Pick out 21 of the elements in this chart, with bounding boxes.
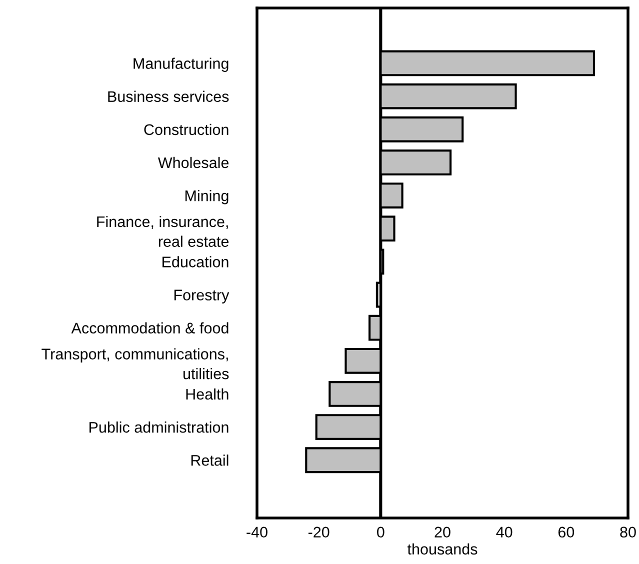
x-tick-label: -40	[246, 526, 268, 538]
y-tick-label: Transport, communications, utilities	[42, 348, 229, 380]
x-tick-label: -20	[308, 526, 330, 538]
y-tick-label: Education	[162, 256, 228, 268]
y-tick-label: Accommodation & food	[71, 322, 228, 334]
x-tick-label: 80	[620, 526, 636, 538]
y-tick-label: Wholesale	[158, 156, 229, 168]
y-tick-label: Business services	[108, 90, 229, 102]
x-tick-label: 0	[377, 526, 384, 538]
x-tick-label: 60	[558, 526, 574, 538]
y-tick-label: Health	[186, 388, 228, 400]
y-tick-label: Manufacturing	[134, 58, 228, 72]
x-tick-label: 20	[434, 526, 450, 538]
y-tick-label: Public administration	[90, 422, 228, 433]
y-tick-label: Finance, insurance, real estate	[97, 216, 229, 247]
x-axis-title: thousands	[407, 543, 478, 555]
y-tick-label: Construction	[144, 124, 228, 136]
x-tick-label: 40	[496, 526, 512, 538]
y-tick-label: Forestry	[174, 290, 230, 304]
y-tick-label: Mining	[185, 190, 228, 204]
y-tick-label: Retail	[191, 454, 228, 466]
